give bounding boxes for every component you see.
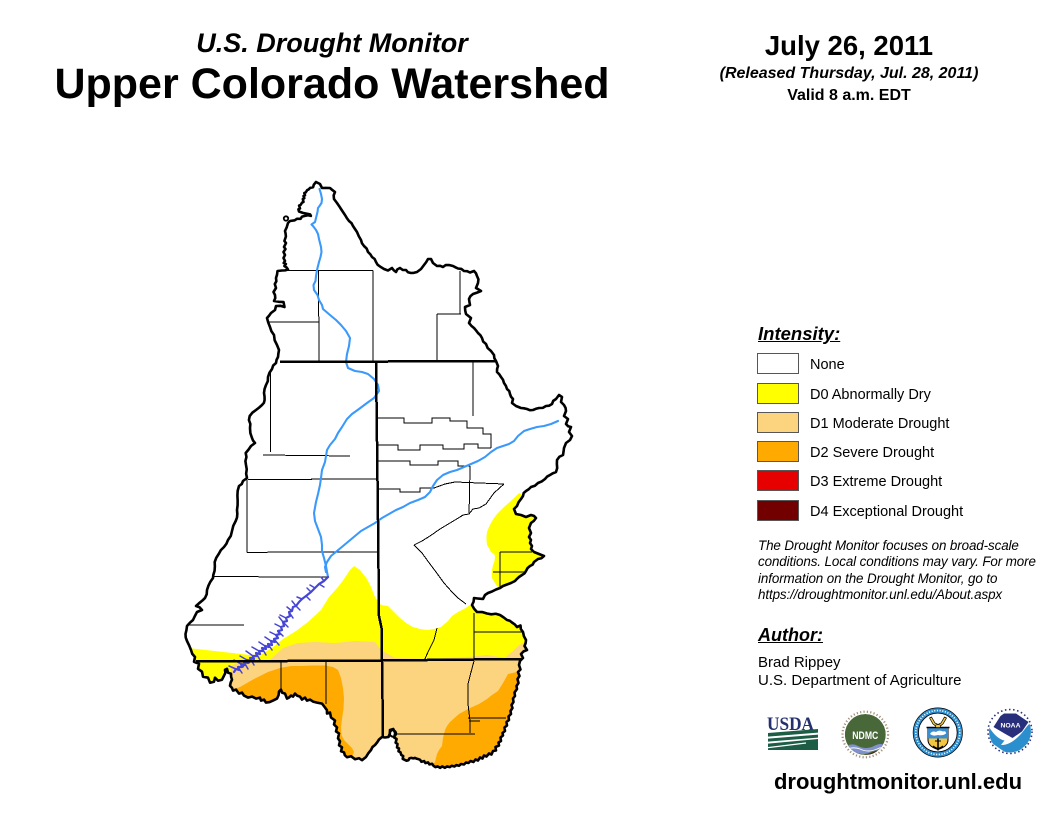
svg-text:NDMC: NDMC: [852, 730, 878, 742]
svg-text:USDA: USDA: [767, 714, 814, 735]
svg-text:NOAA: NOAA: [1001, 723, 1021, 730]
